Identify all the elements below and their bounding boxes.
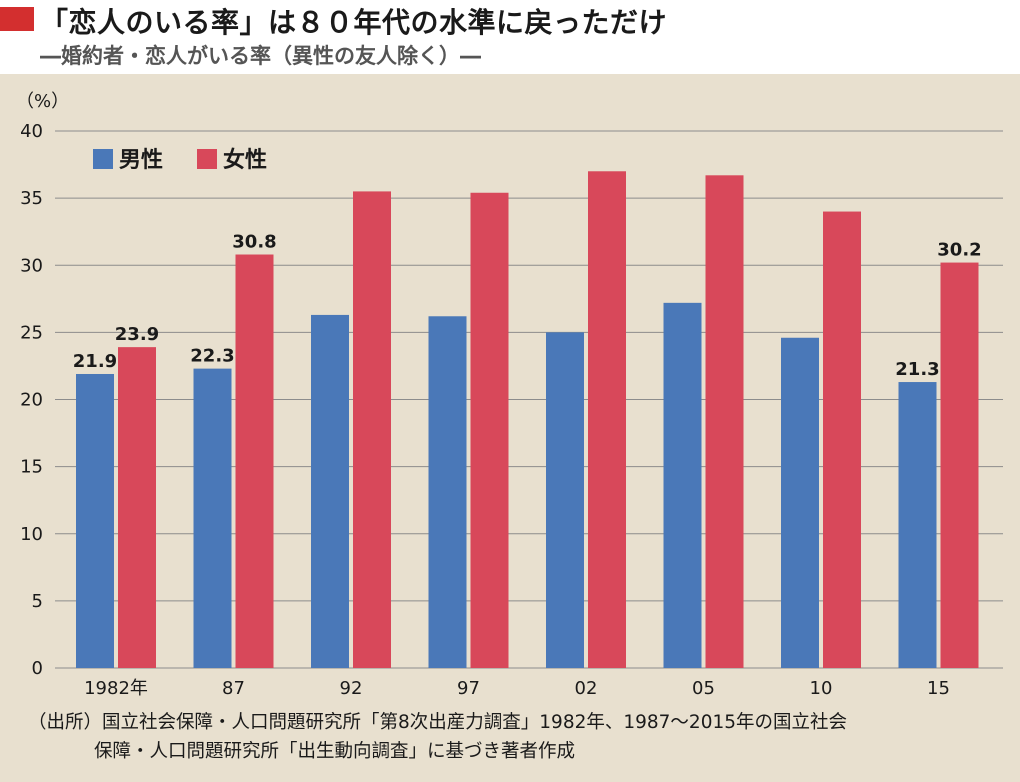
legend: 男性 女性 — [93, 147, 267, 173]
y-tick-label: 35 — [20, 188, 43, 209]
x-axis: 1982年 87 92 97 02 05 10 15 — [84, 678, 950, 699]
chart-title: 「恋人のいる率」は８０年代の水準に戻っただけ — [40, 6, 668, 39]
data-label: 30.2 — [937, 240, 981, 261]
y-tick-label: 15 — [20, 457, 43, 478]
chart-subtitle: ―婚約者・恋人がいる率（異性の友人除く）― — [40, 44, 481, 68]
legend-label: 女性 — [223, 147, 267, 173]
bar-female — [705, 175, 744, 668]
y-tick-label: 25 — [20, 322, 43, 343]
bar-male — [193, 368, 232, 668]
bar-female — [588, 171, 626, 668]
data-label: 21.3 — [895, 359, 939, 380]
legend-label: 男性 — [119, 148, 163, 173]
data-label: 23.9 — [115, 324, 159, 345]
bars — [76, 171, 979, 669]
header: 「恋人のいる率」は８０年代の水準に戻っただけ ―婚約者・恋人がいる率（異性の友人… — [0, 0, 1020, 74]
y-tick-label: 30 — [20, 255, 43, 276]
bar-male — [311, 314, 349, 668]
title-accent-block — [0, 7, 34, 31]
source-line-1: （出所）国立社会保障・人口問題研究所「第8次出産力調査」1982年、1987～2… — [28, 712, 848, 733]
bar-male — [663, 302, 702, 668]
data-labels: 21.9 23.9 22.3 30.8 21.3 30.2 — [73, 232, 982, 381]
bar-male — [898, 382, 937, 668]
bar-male — [781, 337, 819, 668]
x-tick-label: 02 — [575, 678, 598, 699]
x-tick-label: 87 — [222, 678, 245, 699]
chart-panel: 0 5 10 15 20 25 30 35 40 （%） 21.9 23.9 22.3 30.8 21.3… — [0, 74, 1020, 782]
bar-female — [823, 211, 861, 669]
source-line-2: 保障・人口問題研究所「出生動向調査」に基づき著者作成 — [94, 741, 576, 762]
y-axis: 0 5 10 15 20 25 30 35 40 （%） — [16, 91, 69, 679]
bar-male — [76, 373, 114, 668]
y-tick-label: 10 — [20, 524, 43, 545]
bar-female — [470, 192, 509, 668]
bar-female — [235, 254, 274, 668]
y-tick-label: 40 — [20, 121, 43, 142]
bar-female — [118, 347, 156, 668]
data-label: 21.9 — [73, 351, 117, 372]
y-tick-label: 5 — [32, 591, 43, 612]
y-tick-label: 0 — [32, 658, 43, 679]
x-tick-label: 15 — [927, 678, 950, 699]
x-tick-label: 05 — [692, 678, 715, 699]
data-label: 30.8 — [232, 232, 276, 253]
legend-swatch — [93, 149, 113, 169]
y-axis-unit: （%） — [16, 91, 69, 112]
bar-male — [428, 316, 467, 668]
x-tick-label: 1982年 — [84, 678, 148, 699]
bar-male — [546, 332, 584, 668]
y-tick-label: 20 — [20, 390, 43, 411]
x-tick-label: 97 — [457, 678, 480, 699]
x-tick-label: 10 — [810, 678, 833, 699]
source-note: （出所）国立社会保障・人口問題研究所「第8次出産力調査」1982年、1987～2… — [28, 708, 1013, 766]
bar-female — [353, 191, 391, 668]
x-tick-label: 92 — [340, 678, 363, 699]
data-label: 22.3 — [190, 346, 234, 367]
bar-female — [940, 262, 979, 668]
legend-swatch — [197, 149, 217, 169]
